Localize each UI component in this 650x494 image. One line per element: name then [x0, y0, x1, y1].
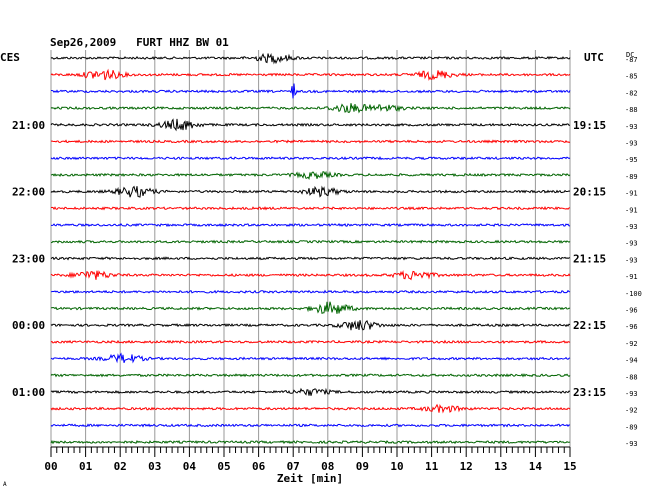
corner-mark: A [3, 481, 7, 488]
dc-offset-value: -88 [625, 106, 638, 114]
left-hour-label: 01:00 [12, 386, 45, 399]
seismic-trace [50, 352, 571, 364]
x-tick-label: 03 [148, 460, 161, 473]
left-hour-label: 00:00 [12, 319, 45, 332]
dc-offset-value: -96 [625, 307, 638, 315]
seismic-trace [50, 52, 571, 65]
seismic-trace [50, 373, 571, 378]
dc-offset-value: -93 [625, 240, 638, 248]
seismic-trace [50, 289, 571, 294]
dc-header-label: DC [626, 51, 634, 59]
dc-offset-value: -93 [625, 140, 638, 148]
dc-offset-labels: -87 -85 -82 -88 -93 -93 -95 -89 -91 -91 -93 -93 -93 -… [625, 56, 642, 448]
dc-offset-value: -93 [625, 123, 638, 131]
seismic-trace [50, 387, 571, 396]
seismic-trace [50, 206, 571, 211]
seismic-trace [50, 320, 571, 331]
dc-offset-value: -89 [625, 423, 638, 431]
seismic-trace [50, 68, 571, 81]
dc-offset-value: -94 [625, 357, 638, 365]
x-tick-label: 04 [183, 460, 197, 473]
x-tick-label: 15 [563, 460, 576, 473]
seismic-trace [50, 270, 571, 281]
x-axis: 00 01 02 03 04 05 06 07 08 09 10 11 12 13 14 15 [44, 446, 577, 473]
x-tick-label: 08 [321, 460, 334, 473]
dc-offset-value: -93 [625, 256, 638, 264]
right-hour-labels: 19:15 20:15 21:15 22:15 23:15 [573, 119, 606, 399]
left-hour-label: 22:00 [12, 186, 45, 199]
x-tick-label: 07 [287, 460, 300, 473]
dc-offset-value: -82 [625, 89, 638, 97]
seismic-trace [50, 118, 570, 132]
x-tick-label: 12 [460, 460, 473, 473]
x-tick-label: 13 [494, 460, 507, 473]
traces [50, 52, 571, 445]
dc-offset-value: -100 [625, 290, 642, 298]
right-hour-label: 20:15 [573, 186, 606, 199]
dc-offset-value: -88 [625, 373, 638, 381]
dc-offset-value: -92 [625, 407, 638, 415]
x-tick-label: 01 [79, 460, 93, 473]
dc-offset-value: -95 [625, 156, 638, 164]
x-tick-label: 02 [114, 460, 127, 473]
seismic-trace [50, 139, 571, 144]
x-tick-label: 11 [425, 460, 439, 473]
left-hour-label: 23:00 [12, 252, 45, 265]
dc-offset-value: -89 [625, 173, 638, 181]
dc-offset-value: -91 [625, 206, 638, 214]
right-hour-label: 19:15 [573, 119, 606, 132]
dc-offset-value: -87 [625, 56, 638, 64]
x-tick-label: 14 [529, 460, 543, 473]
x-tick-label: 05 [217, 460, 230, 473]
dc-offset-value: -93 [625, 440, 638, 448]
seismic-trace [50, 439, 571, 445]
dc-offset-value: -91 [625, 190, 638, 198]
x-tick-label: 00 [44, 460, 57, 473]
x-tick-label: 06 [252, 460, 266, 473]
left-hour-labels: 21:00 22:00 23:00 00:00 01:00 [12, 119, 45, 399]
x-tick-label: 09 [356, 460, 369, 473]
right-timezone-label: UTC [584, 51, 604, 64]
seismic-trace [50, 185, 571, 198]
dc-offset-value: -92 [625, 340, 638, 348]
x-tick-label: 10 [390, 460, 403, 473]
seismic-trace [50, 156, 571, 161]
seismic-trace [50, 170, 571, 181]
dc-offset-value: -91 [625, 273, 638, 281]
seismic-trace [50, 222, 571, 228]
seismic-trace [50, 103, 571, 114]
seismic-trace [50, 423, 571, 428]
grid-lines [50, 50, 571, 447]
right-hour-label: 23:15 [573, 386, 606, 399]
dc-offset-value: -96 [625, 323, 638, 331]
seismic-trace [50, 339, 571, 344]
left-timezone-label: CES [0, 51, 20, 64]
seismic-trace [50, 403, 571, 414]
dc-offset-value: -93 [625, 390, 638, 398]
dc-offset-value: -93 [625, 223, 638, 231]
seismic-trace [50, 301, 571, 314]
left-hour-label: 21:00 [12, 119, 45, 132]
seismic-trace [50, 239, 571, 244]
dc-offset-value: -85 [625, 73, 638, 81]
right-hour-label: 21:15 [573, 252, 606, 265]
seismic-trace [50, 256, 571, 261]
chart-title: Sep26,2009 FURT HHZ BW 01 [50, 36, 229, 49]
right-hour-label: 22:15 [573, 319, 606, 332]
x-axis-label: Zeit [min] [277, 472, 343, 485]
seismic-trace [51, 83, 571, 99]
